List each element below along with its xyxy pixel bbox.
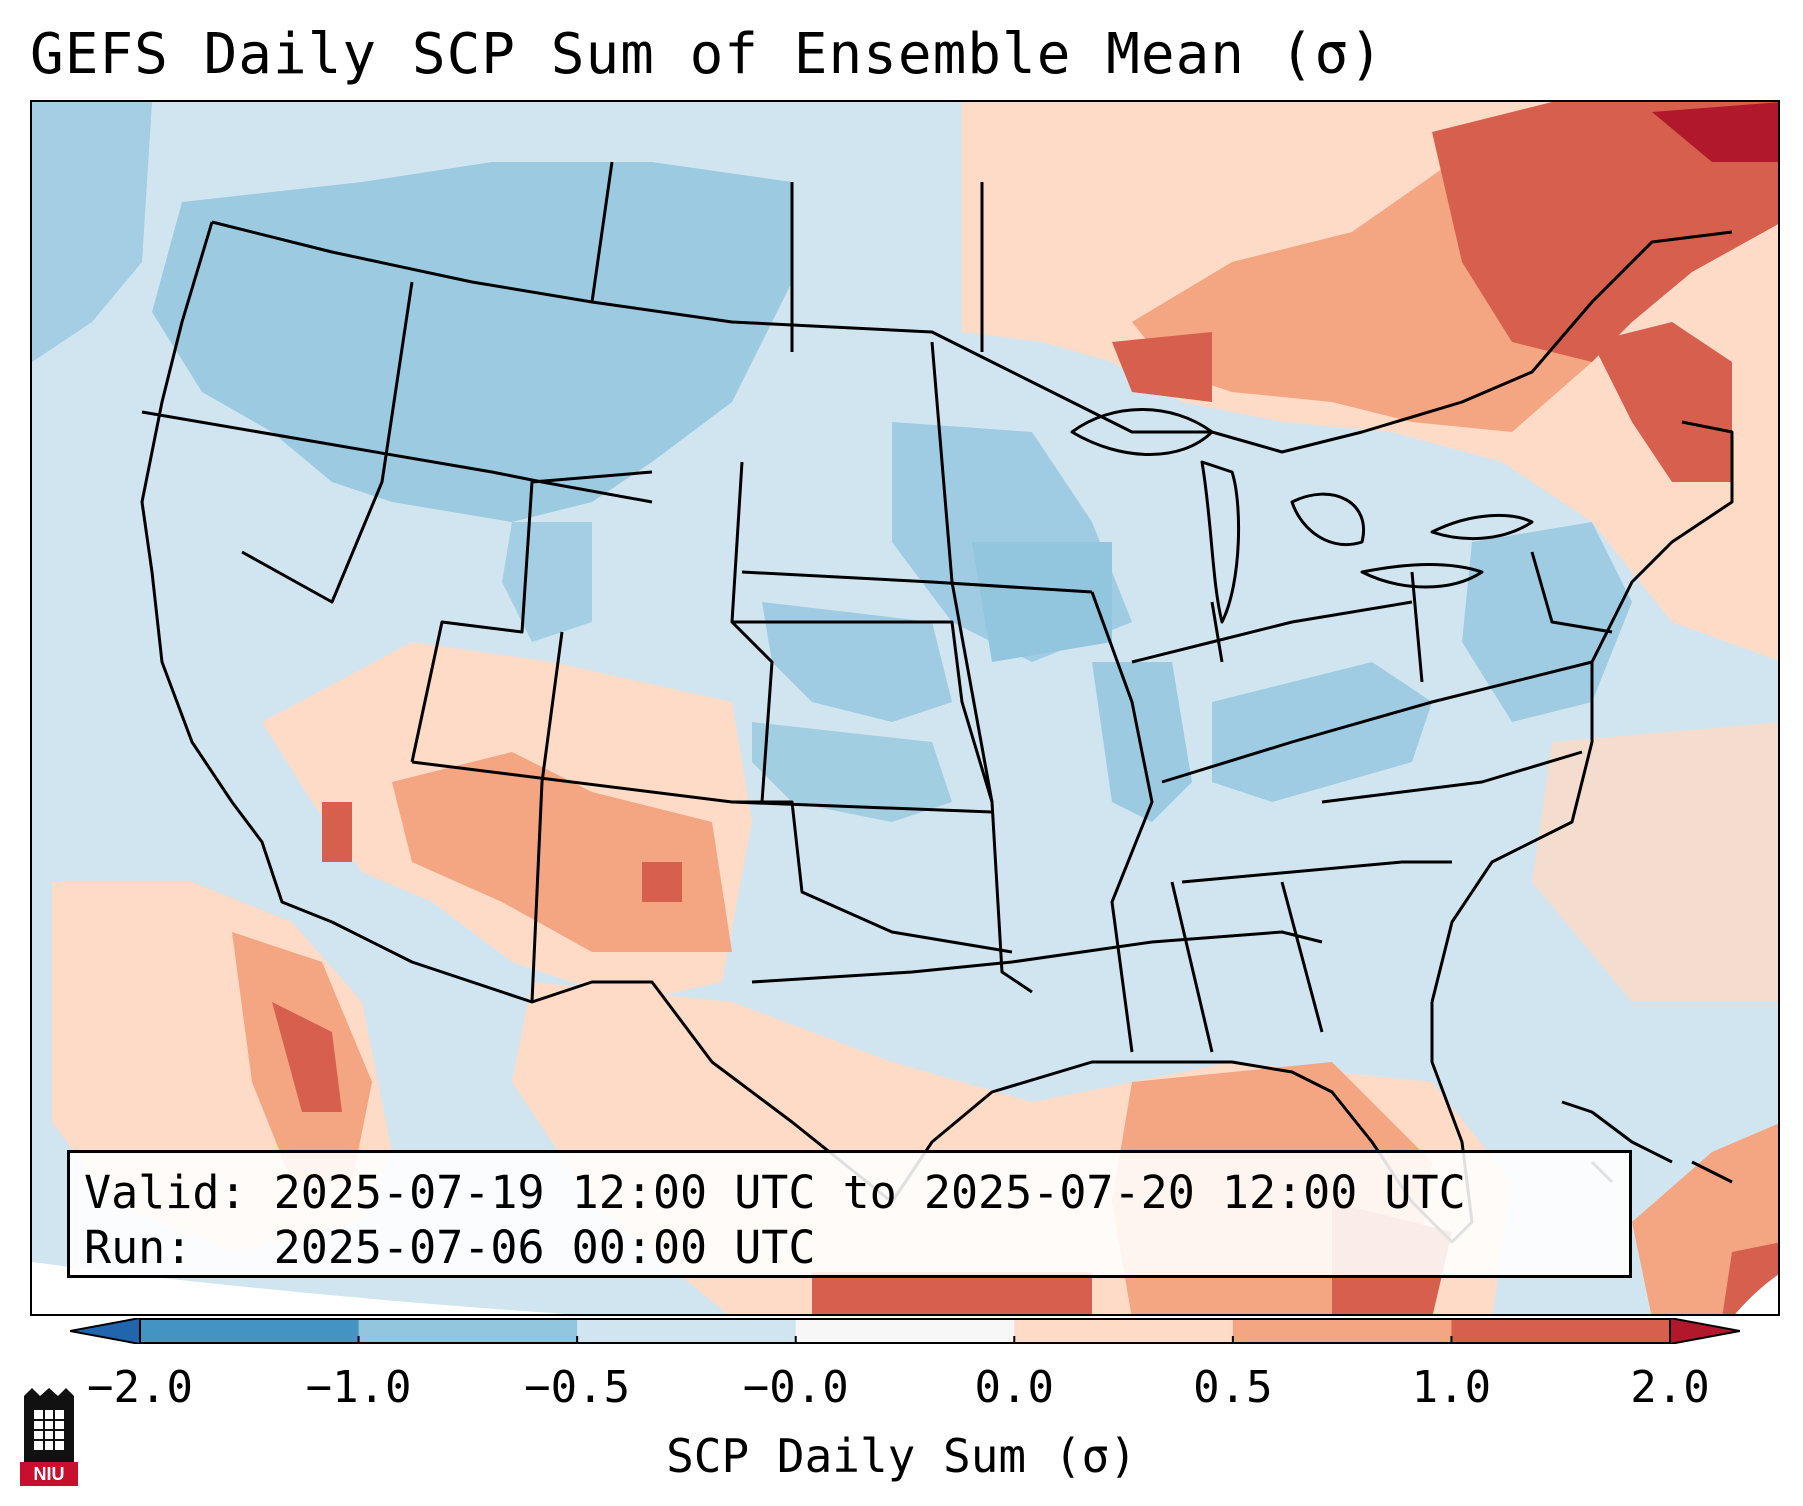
colorbar-tick-label: 2.0 xyxy=(1630,1362,1710,1413)
colorbar-segment xyxy=(358,1318,578,1344)
colorbar-label: SCP Daily Sum (σ) xyxy=(666,1429,1137,1483)
colorbar-segment xyxy=(795,1318,1015,1344)
colorbar-segment xyxy=(140,1318,360,1344)
run-time-text: Run: 2025-07-06 00:00 UTC xyxy=(84,1221,816,1274)
colorbar-tick-label: 0.0 xyxy=(974,1362,1055,1413)
map-canvas xyxy=(32,102,1778,1314)
state-boundaries xyxy=(140,161,1734,1244)
niu-logo: NIU xyxy=(20,1388,78,1486)
chart-title: GEFS Daily SCP Sum of Ensemble Mean (σ) xyxy=(30,22,1384,87)
svg-text:NIU: NIU xyxy=(34,1464,65,1484)
colorbar-tick-label: −0.5 xyxy=(524,1362,631,1413)
validity-info-box: Valid: 2025-07-19 12:00 UTC to 2025-07-2… xyxy=(67,1150,1632,1278)
colorbar xyxy=(70,1318,1740,1344)
colorbar-segment xyxy=(577,1318,797,1344)
colorbar-segment xyxy=(1232,1318,1452,1344)
colorbar-tick-label: −0.0 xyxy=(742,1362,849,1413)
colorbar-frame xyxy=(139,1318,1671,1344)
colorbar-extend-high xyxy=(1669,1318,1740,1344)
colorbar-extend-low xyxy=(70,1318,141,1344)
colorbar-tick-label: 1.0 xyxy=(1411,1362,1492,1413)
colorbar-tick-label: 0.5 xyxy=(1193,1362,1273,1413)
colorbar-tick-label: −2.0 xyxy=(87,1362,193,1413)
map-panel xyxy=(30,100,1780,1316)
colorbar-segment xyxy=(1014,1318,1234,1344)
colorbar-tick-label: −1.0 xyxy=(305,1362,412,1413)
colorbar-segment xyxy=(1451,1318,1671,1344)
scp-anomaly-field xyxy=(32,102,1778,1314)
valid-time-text: Valid: 2025-07-19 12:00 UTC to 2025-07-2… xyxy=(84,1166,1466,1219)
